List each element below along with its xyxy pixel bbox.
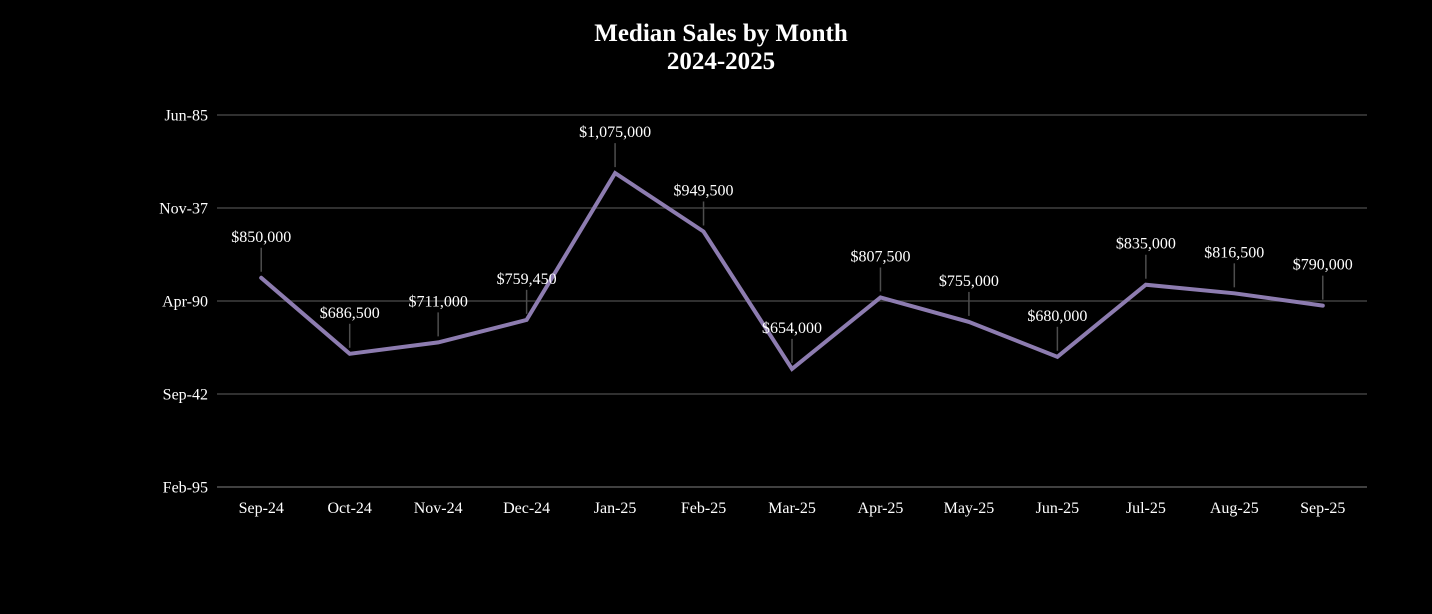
y-axis-tick-labels: Feb-95 Sep-42 Apr-90 Nov-37 Jun-85 xyxy=(159,108,208,497)
data-point-label: $654,000 xyxy=(762,320,822,337)
y-axis-tick-label: Feb-95 xyxy=(163,480,208,497)
data-label-leader-lines xyxy=(260,143,1324,363)
data-point-label: $686,500 xyxy=(320,305,380,322)
x-axis-tick-label: Jan-25 xyxy=(594,500,637,517)
y-axis-tick-label: Nov-37 xyxy=(159,201,208,218)
y-axis-tick-label: Apr-90 xyxy=(162,294,208,311)
y-axis-tick-label: Jun-85 xyxy=(164,108,208,125)
chart-title: Median Sales by Month xyxy=(594,20,848,47)
x-axis-tick-label: May-25 xyxy=(944,500,995,517)
x-axis-tick-label: Jul-25 xyxy=(1126,500,1166,517)
x-axis-tick-label: Jun-25 xyxy=(1036,500,1080,517)
data-point-label: $807,500 xyxy=(850,249,910,266)
data-point-label: $949,500 xyxy=(674,182,734,199)
data-point-label: $835,000 xyxy=(1116,236,1176,253)
y-axis-tick-label: Sep-42 xyxy=(163,387,208,404)
data-point-label: $1,075,000 xyxy=(579,124,651,141)
data-point-label: $790,000 xyxy=(1293,257,1353,274)
x-axis-tick-label: Mar-25 xyxy=(768,500,816,517)
x-axis-tick-label: Dec-24 xyxy=(503,500,550,517)
chart-subtitle: 2024-2025 xyxy=(667,48,775,75)
x-axis-tick-label: Feb-25 xyxy=(681,500,726,517)
x-axis-tick-label: Aug-25 xyxy=(1210,500,1259,517)
x-axis-tick-label: Nov-24 xyxy=(414,500,463,517)
data-point-label: $680,000 xyxy=(1027,308,1087,325)
x-axis-tick-label: Sep-25 xyxy=(1300,500,1345,517)
data-point-label: $816,500 xyxy=(1204,244,1264,261)
x-axis-tick-labels: Sep-24 Oct-24 Nov-24 Dec-24 Jan-25 Feb-25 Mar-… xyxy=(239,500,1346,517)
data-labels: $850,000 $686,500 $711,000 $759,450 $1,075,0… xyxy=(231,124,1353,337)
data-point-label: $711,000 xyxy=(408,293,467,310)
median-sales-series-line xyxy=(259,170,1325,372)
data-point-label: $755,000 xyxy=(939,273,999,290)
data-point-label: $850,000 xyxy=(231,229,291,246)
x-axis-tick-label: Oct-24 xyxy=(327,500,371,517)
gridlines xyxy=(217,114,1367,488)
data-point-label: $759,450 xyxy=(497,271,557,288)
x-axis-tick-label: Apr-25 xyxy=(858,500,904,517)
x-axis-tick-label: Sep-24 xyxy=(239,500,284,517)
